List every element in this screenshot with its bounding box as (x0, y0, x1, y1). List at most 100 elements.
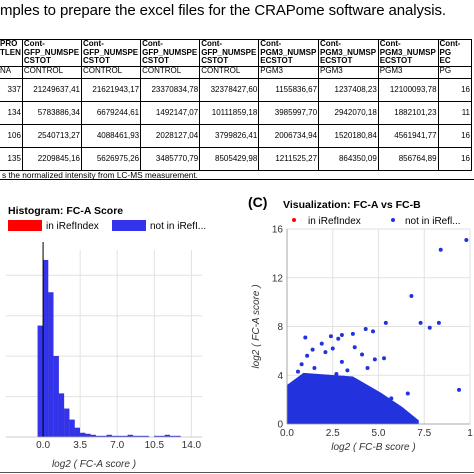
histogram-x-tick-label: 10.5 (145, 440, 165, 451)
scatter-y-tick-label: 0 (277, 420, 283, 431)
scatter-point (350, 331, 355, 336)
histogram-x-tick-label: 14.0 (182, 440, 202, 451)
scatter-point (427, 325, 432, 330)
histogram-x-axis-label: log2 ( FC-A score ) (52, 459, 136, 470)
scatter-y-tick-label: 8 (277, 322, 283, 333)
table-cell: 10111859,18 (199, 101, 260, 125)
scatter-y-tick-label: 12 (272, 273, 284, 284)
scatter-point (381, 356, 386, 361)
scatter-point (464, 237, 469, 242)
table-row: 134 5783886,34 6679244,61 1492147,07 101… (0, 101, 473, 125)
histogram-x-tick-label: 0.0 (36, 440, 50, 451)
scatter-x-axis-label: log2 ( FC-B score ) (331, 442, 415, 453)
scatter-x-tick-label: 5.0 (372, 428, 386, 439)
scatter-point (299, 362, 304, 367)
scatter-point (372, 357, 377, 362)
scatter-y-tick-label: 16 (272, 225, 284, 236)
histogram-title: Histogram: FC-A Score (8, 205, 123, 217)
table-cell: 16 (437, 124, 473, 148)
header-cell: Cont- PGM3_NUMSP ECSTOT (258, 39, 320, 67)
scatter-y-axis-label: log2 ( FC-A score ) (251, 284, 262, 368)
histogram-bar (74, 427, 81, 438)
scatter-point (332, 381, 337, 386)
table-cell: 6679244,61 (80, 101, 142, 125)
table-cell: 5783886,34 (21, 101, 83, 125)
scatter-point (303, 335, 308, 340)
table-cell: 1492147,07 (140, 101, 201, 125)
scatter-point (365, 365, 370, 370)
table-cell: 21621943,17 (80, 78, 142, 102)
scatter-point (339, 333, 344, 338)
histogram-bar (85, 433, 91, 438)
histogram-bar (53, 355, 59, 438)
scatter-point (294, 400, 299, 405)
scatter-point (371, 329, 376, 334)
scatter-point (328, 334, 333, 339)
histogram-bar (58, 393, 65, 438)
scatter-point (383, 320, 388, 325)
scatter-point (358, 384, 363, 389)
crapome-sample-table: PRO TLEN Cont- GFP_NUMSPE CSTOT Cont- GFP_NU… (0, 39, 473, 171)
table-cell: 16 (437, 78, 473, 102)
scatter-point (334, 372, 339, 377)
scatter-point (301, 383, 306, 387)
table-cell: 1155836,67 (258, 78, 320, 102)
scatter-point (345, 368, 350, 373)
table-cell: 1520180,84 (318, 124, 379, 148)
scatter-point (288, 415, 293, 420)
scatter-point (418, 320, 423, 325)
scatter-point (310, 347, 315, 352)
histogram-bar (42, 259, 49, 438)
header-cell: Cont- PG EC (437, 39, 473, 67)
section-divider (0, 179, 474, 180)
table-cell: 21249637,41 (21, 78, 83, 102)
scatter-point (336, 336, 341, 341)
scatter-dense-cluster (287, 372, 419, 424)
scatter-x-tick-label: 1 (467, 428, 473, 439)
legend-label-in-irefindex: in iRefIndex (308, 216, 361, 227)
scatter-y-tick-label: 4 (277, 371, 283, 382)
histogram-x-tick-label: 3.5 (73, 440, 87, 451)
table-cell: 1211525,27 (258, 147, 320, 171)
table-cell: 4088461,93 (80, 124, 142, 148)
legend-label-not-in-irefindex: not in iRefI... (150, 221, 206, 232)
legend-swatch-not-in-irefindex (112, 220, 146, 231)
table-row: 337 21249637,41 21621943,17 23370834,78 … (0, 78, 473, 102)
histogram-bar (69, 419, 75, 438)
scatter-point (319, 341, 324, 346)
table-row: 106 2540713,27 4088461,93 2028127,04 379… (0, 124, 473, 148)
scatter-point (330, 346, 335, 351)
scatter-point (363, 326, 368, 331)
scatter-point (349, 380, 354, 385)
scatter-point (436, 320, 441, 325)
scatter-x-tick-label: 0.0 (280, 428, 294, 439)
scatter-x-tick-label: 2.5 (326, 428, 340, 439)
scatter-point (457, 387, 462, 392)
scatter-point (352, 345, 357, 350)
scatter-point (369, 395, 374, 400)
scatter-title: Visualization: FC-A vs FC-B (283, 199, 421, 211)
table-subheader-row: NA CONTROL CONTROL CONTROL CONTROL PGM3 … (0, 66, 473, 79)
legend-label-in-irefindex: in iRefIndex (46, 221, 99, 232)
table-cell: 3985997,70 (258, 101, 320, 125)
subheader-cell: CONTROL (199, 66, 260, 79)
scatter-point (317, 376, 322, 381)
scatter-point (405, 391, 410, 396)
scatter-point (323, 350, 328, 355)
legend-marker-in-irefindex (292, 218, 296, 222)
table-cell: 5626975,26 (80, 147, 142, 171)
scatter-point (360, 352, 365, 357)
table-footnote: s the normalized intensity from LC-MS me… (2, 170, 198, 180)
table-cell: 8505429,98 (199, 147, 260, 171)
scatter-point (389, 396, 394, 401)
histogram-bar (80, 432, 86, 438)
table-cell: 32378427,60 (199, 78, 260, 102)
figure-caption: mples to prepare the excel files for the… (0, 2, 447, 19)
scatter-point (409, 294, 414, 299)
scatter-point (339, 359, 344, 364)
legend-label-not-in-irefindex: not in iRefl... (405, 216, 461, 227)
histogram-x-tick-label: 7.0 (110, 440, 124, 451)
histogram-bar (48, 292, 54, 438)
table-cell: 3799826,41 (199, 124, 260, 148)
